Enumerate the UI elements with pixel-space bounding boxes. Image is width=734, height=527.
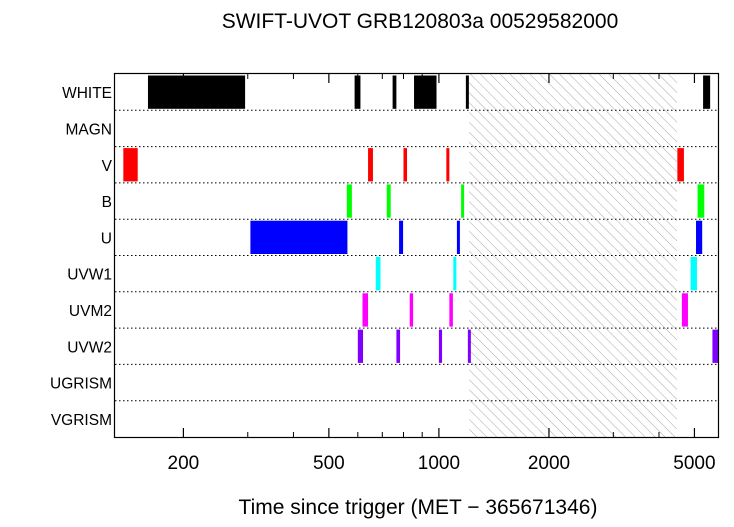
x-tick-label: 2000 [528, 453, 570, 474]
filter-label-vgrism: VGRISM [51, 412, 112, 429]
x-tick-label: 500 [313, 453, 345, 474]
exposure-bar-v [677, 148, 684, 182]
x-axis-label: Time since trigger (MET − 365671346) [239, 496, 598, 519]
filter-label-uvw1: UVW1 [67, 267, 112, 284]
exposure-bar-white [465, 75, 469, 109]
exposure-bar-uvw1 [690, 257, 697, 291]
exposure-bar-uvw1 [453, 257, 457, 291]
filter-label-ugrism: UGRISM [50, 376, 112, 393]
row-divider-layer [115, 109, 718, 402]
exposure-bar-v [403, 148, 408, 182]
filter-label-u: U [101, 230, 112, 247]
exposure-bar-b [346, 184, 352, 218]
exposure-bar-u [456, 220, 460, 254]
exposure-bar-uvw2 [467, 329, 471, 363]
chart-title: SWIFT-UVOT GRB120803a 00529582000 [222, 10, 619, 33]
exposure-bar-b [386, 184, 391, 218]
filter-label-white: WHITE [62, 85, 112, 102]
exposure-bars-layer [123, 75, 718, 363]
filter-labels-layer: WHITE MAGN V B U UVW1 UVM2 UVW2 UGRISM VGRISM [50, 85, 113, 429]
exposure-bar-u [399, 220, 404, 254]
exposure-bar-uvw2 [712, 329, 718, 363]
exposure-bar-b [697, 184, 705, 218]
exposure-bar-uvm2 [362, 293, 369, 327]
x-tick-label: 1000 [418, 453, 460, 474]
x-tick-label: 200 [168, 453, 200, 474]
exposure-bar-v [123, 148, 138, 182]
filter-label-b: B [102, 194, 112, 211]
exposure-bar-uvw2 [396, 329, 401, 363]
x-tick-label: 5000 [673, 453, 715, 474]
exposure-bar-uvm2 [449, 293, 453, 327]
x-axis-ticks-layer: 200 500 1000 2000 5000 [168, 74, 716, 474]
exposure-bar-u [696, 220, 703, 254]
exposure-bar-b [461, 184, 465, 218]
exposure-bar-uvw2 [438, 329, 443, 363]
filter-label-uvm2: UVM2 [69, 303, 112, 320]
exposure-bar-white [147, 75, 246, 109]
exposure-bar-uvw2 [357, 329, 364, 363]
exposure-bar-white [703, 75, 711, 109]
exposure-bar-white [354, 75, 361, 109]
exposure-bar-u [250, 220, 348, 254]
exposure-bar-uvm2 [409, 293, 414, 327]
exposure-bar-uvm2 [681, 293, 688, 327]
plot-frame [113, 72, 720, 439]
filter-label-uvw2: UVW2 [67, 339, 112, 356]
exposure-bar-v [446, 148, 450, 182]
exposure-bar-white [414, 75, 437, 109]
exposure-bar-uvw1 [375, 257, 381, 291]
exposure-bar-v [368, 148, 373, 182]
filter-label-magn: MAGN [66, 121, 113, 138]
filter-label-v: V [102, 158, 113, 175]
exposure-bar-white [392, 75, 397, 109]
